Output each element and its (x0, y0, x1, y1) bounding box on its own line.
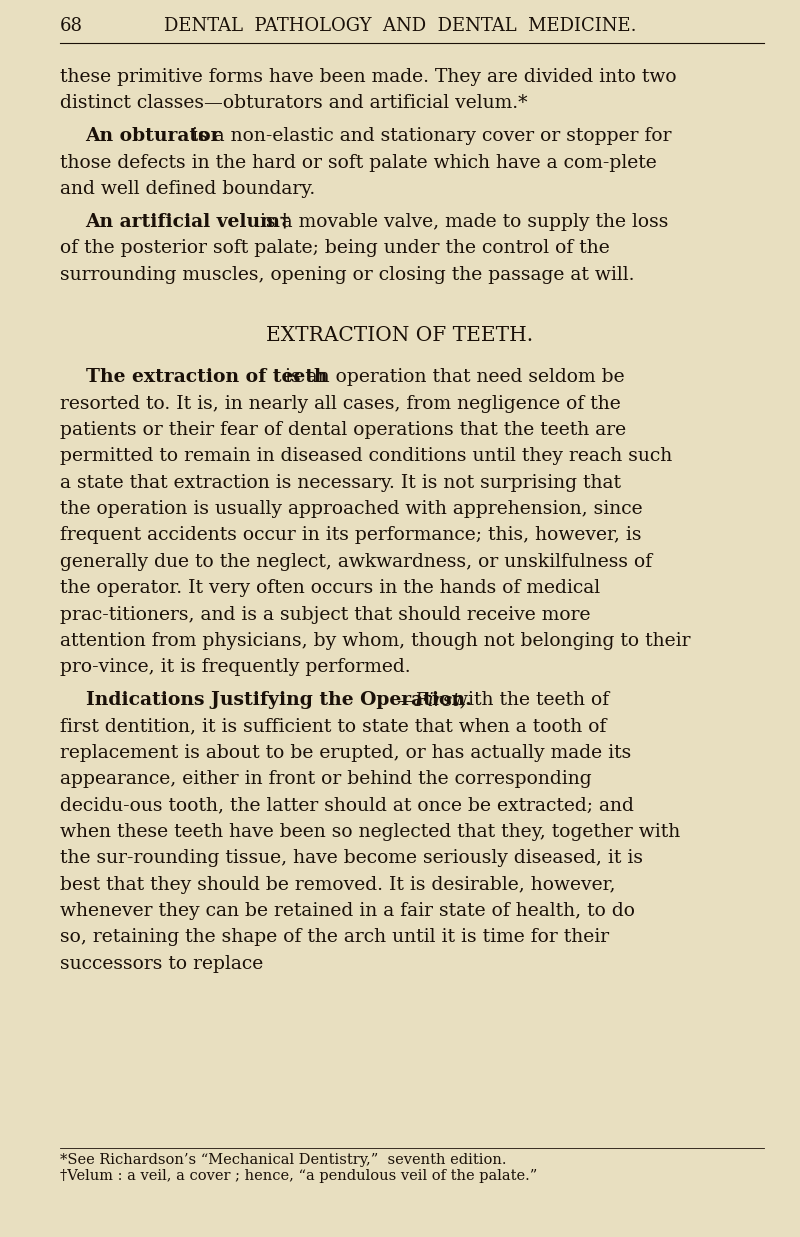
Text: those defects in the hard or soft palate which have a com-plete: those defects in the hard or soft palate… (60, 153, 657, 172)
Text: the operator. It very often occurs in the hands of medical: the operator. It very often occurs in th… (60, 579, 600, 597)
Text: EXTRACTION OF TEETH.: EXTRACTION OF TEETH. (266, 327, 534, 345)
Text: pro-vince, it is frequently performed.: pro-vince, it is frequently performed. (60, 658, 410, 677)
Text: An artificial velum†: An artificial velum† (86, 213, 290, 231)
Text: the operation is usually approached with apprehension, since: the operation is usually approached with… (60, 500, 642, 518)
Text: is an operation that need seldom be: is an operation that need seldom be (278, 369, 624, 386)
Text: *See Richardson’s “Mechanical Dentistry,”  seventh edition.: *See Richardson’s “Mechanical Dentistry,… (60, 1153, 506, 1166)
Text: Indications Justifying the Operation.: Indications Justifying the Operation. (86, 691, 471, 709)
Text: is a movable valve, made to supply the loss: is a movable valve, made to supply the l… (254, 213, 668, 231)
Text: prac-titioners, and is a subject that should receive more: prac-titioners, and is a subject that sh… (60, 606, 590, 623)
Text: best that they should be removed. It is desirable, however,: best that they should be removed. It is … (60, 876, 615, 893)
Text: —First,: —First, (396, 691, 466, 709)
Text: whenever they can be retained in a fair state of health, to do: whenever they can be retained in a fair … (60, 902, 635, 920)
Text: †Velum : a veil, a cover ; hence, “a pendulous veil of the palate.”: †Velum : a veil, a cover ; hence, “a pen… (60, 1169, 538, 1183)
Text: when these teeth have been so neglected that they, together with: when these teeth have been so neglected … (60, 823, 680, 841)
Text: surrounding muscles, opening or closing the passage at will.: surrounding muscles, opening or closing … (60, 266, 634, 283)
Text: generally due to the neglect, awkwardness, or unskilfulness of: generally due to the neglect, awkwardnes… (60, 553, 652, 570)
Text: successors to replace: successors to replace (60, 955, 263, 972)
Text: frequent accidents occur in its performance; this, however, is: frequent accidents occur in its performa… (60, 527, 642, 544)
Text: of the posterior soft palate; being under the control of the: of the posterior soft palate; being unde… (60, 239, 610, 257)
Text: 68: 68 (60, 16, 83, 35)
Text: patients or their fear of dental operations that the teeth are: patients or their fear of dental operati… (60, 421, 626, 439)
Text: with the teeth of: with the teeth of (446, 691, 610, 709)
Text: a state that extraction is necessary. It is not surprising that: a state that extraction is necessary. It… (60, 474, 621, 492)
Text: distinct classes—obturators and artificial velum.*: distinct classes—obturators and artifici… (60, 94, 527, 113)
Text: these primitive forms have been made. They are divided into two: these primitive forms have been made. Th… (60, 68, 677, 87)
Text: attention from physicians, by whom, though not belonging to their: attention from physicians, by whom, thou… (60, 632, 690, 649)
Text: decidu-ous tooth, the latter should at once be extracted; and: decidu-ous tooth, the latter should at o… (60, 797, 634, 814)
Text: DENTAL  PATHOLOGY  AND  DENTAL  MEDICINE.: DENTAL PATHOLOGY AND DENTAL MEDICINE. (164, 16, 636, 35)
Text: is a non-elastic and stationary cover or stopper for: is a non-elastic and stationary cover or… (186, 127, 672, 145)
Text: The extraction of teeth: The extraction of teeth (86, 369, 327, 386)
Text: appearance, either in front or behind the corresponding: appearance, either in front or behind th… (60, 771, 592, 788)
Text: and well defined boundary.: and well defined boundary. (60, 181, 315, 198)
Text: resorted to. It is, in nearly all cases, from negligence of the: resorted to. It is, in nearly all cases,… (60, 395, 621, 413)
Text: so, retaining the shape of the arch until it is time for their: so, retaining the shape of the arch unti… (60, 928, 609, 946)
Text: first dentition, it is sufficient to state that when a tooth of: first dentition, it is sufficient to sta… (60, 717, 606, 736)
Text: the sur-rounding tissue, have become seriously diseased, it is: the sur-rounding tissue, have become ser… (60, 850, 643, 867)
Text: An obturator: An obturator (86, 127, 221, 145)
Text: permitted to remain in diseased conditions until they reach such: permitted to remain in diseased conditio… (60, 448, 672, 465)
Text: replacement is about to be erupted, or has actually made its: replacement is about to be erupted, or h… (60, 743, 631, 762)
